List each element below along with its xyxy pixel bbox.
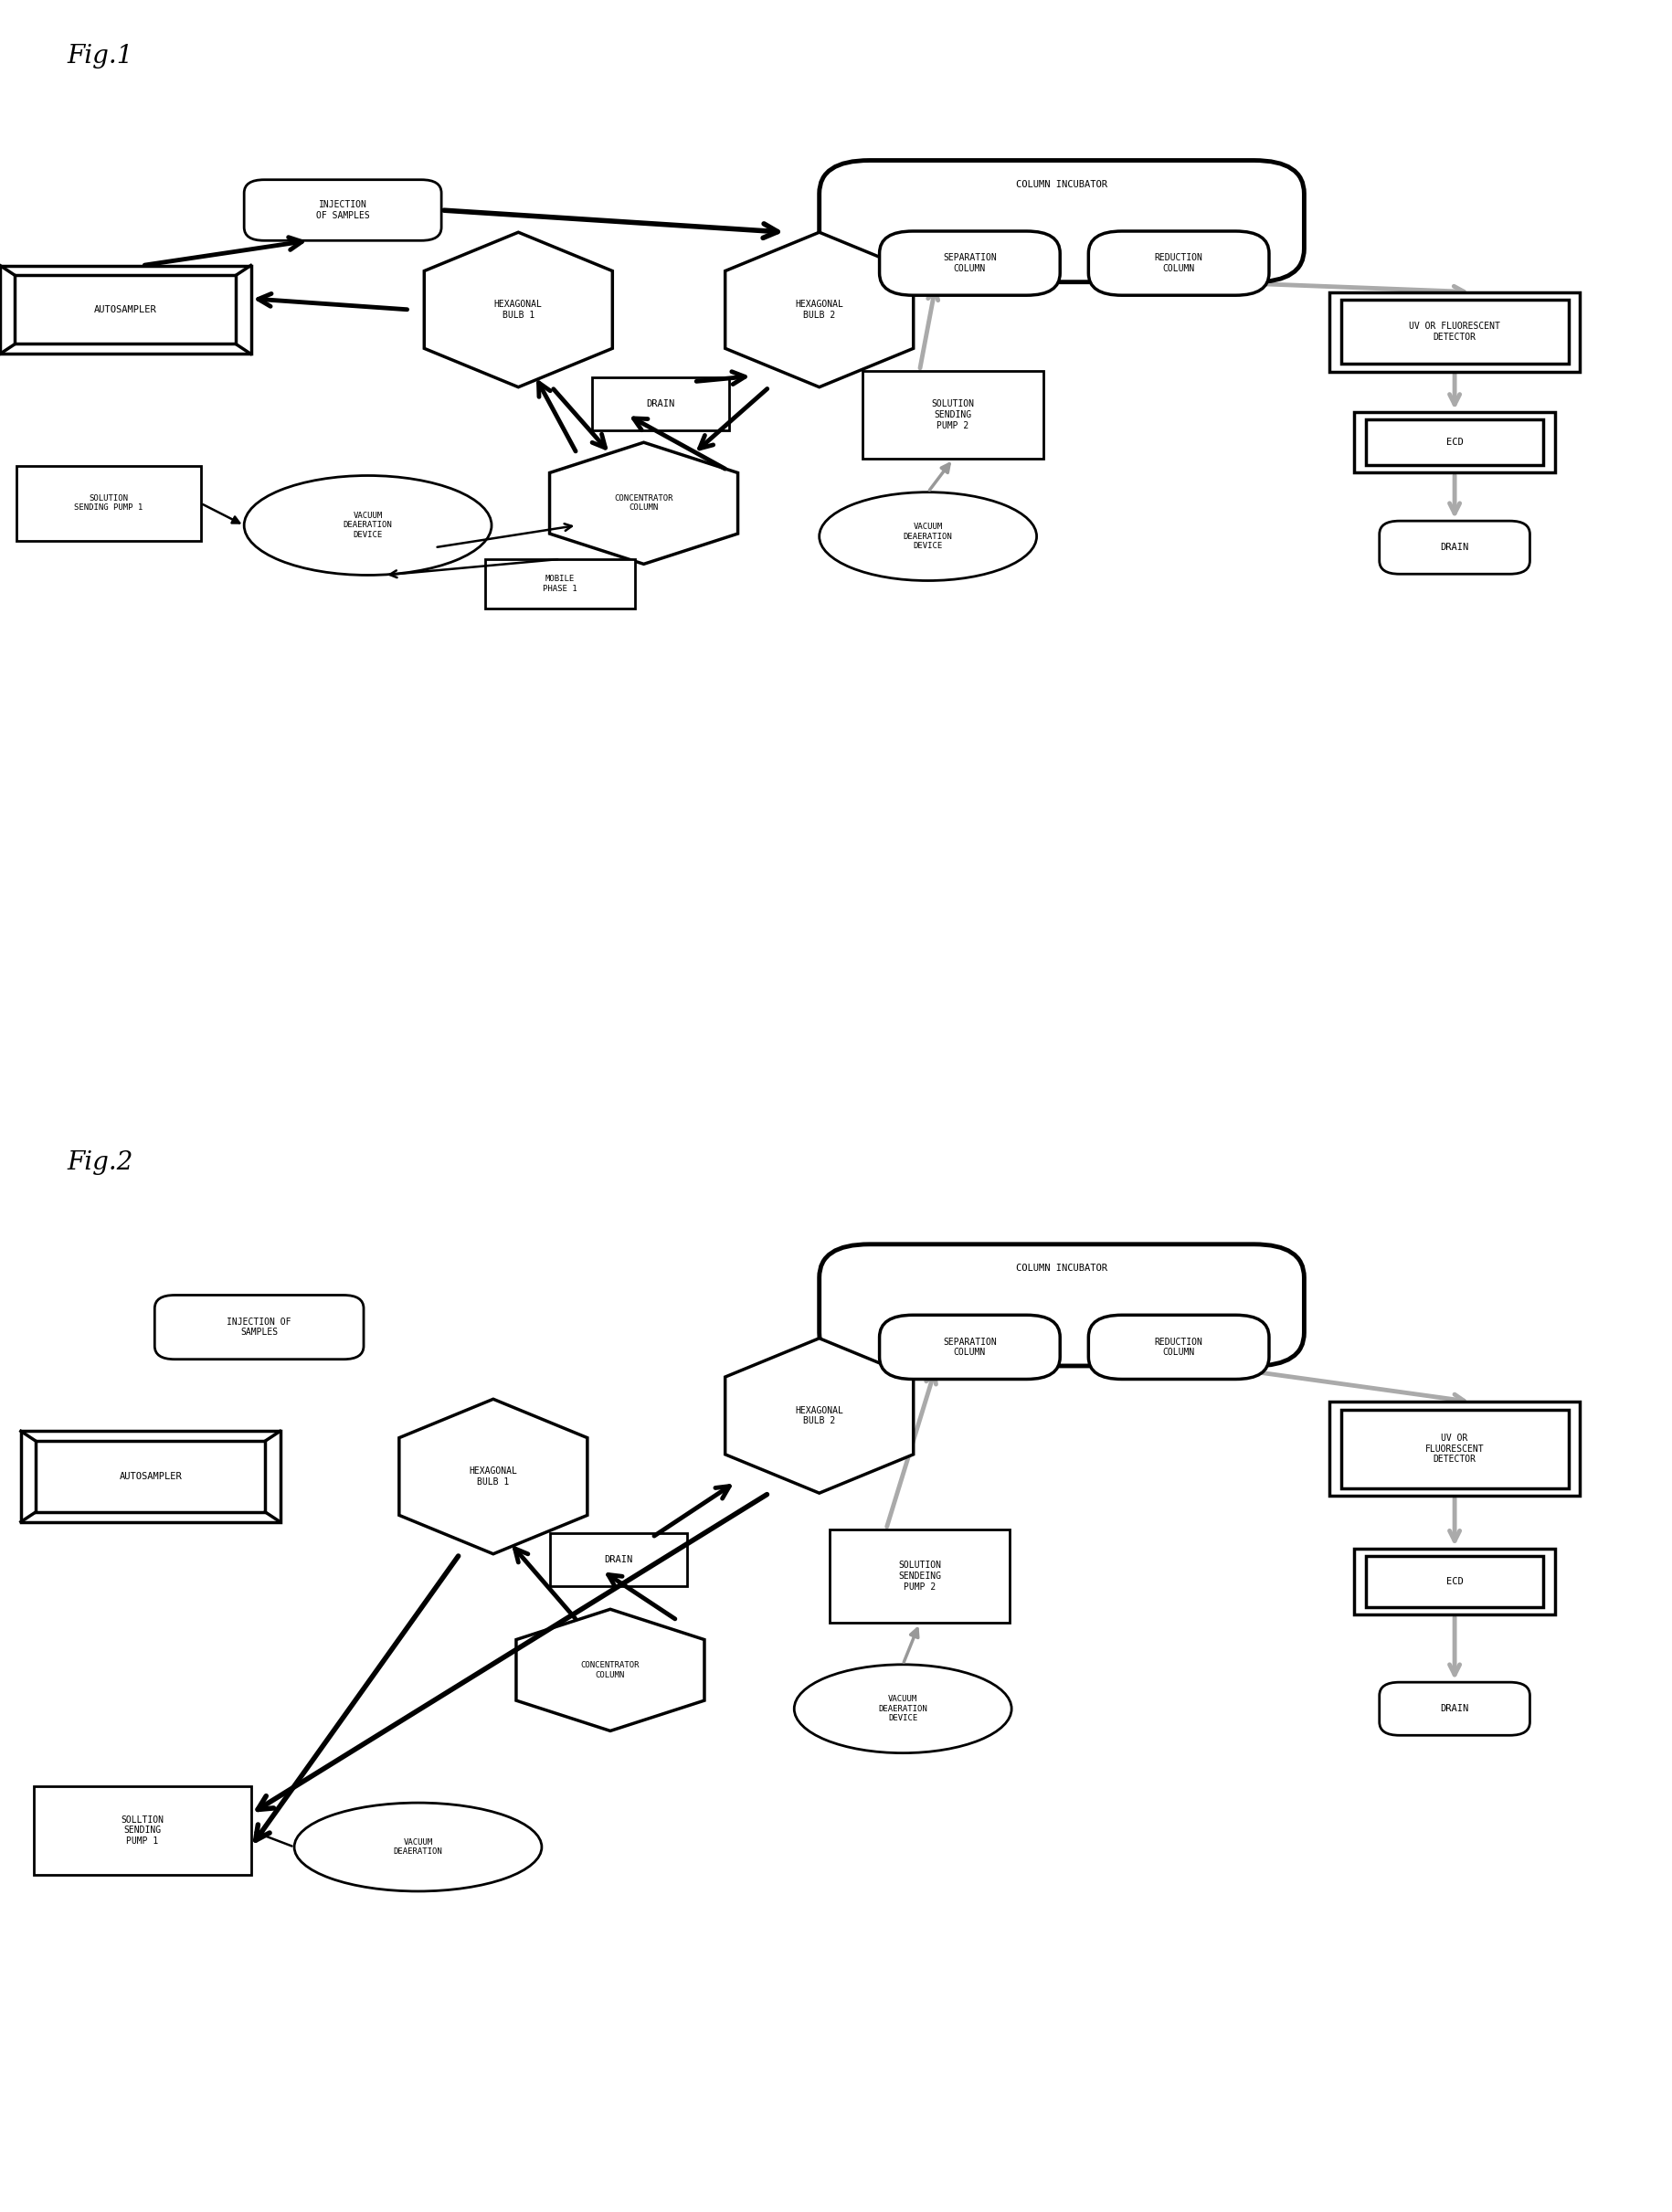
Text: SEPARATION
COLUMN: SEPARATION COLUMN [943, 1338, 997, 1356]
Text: AUTOSAMPLER: AUTOSAMPLER [94, 305, 157, 314]
Text: SOLUTION
SENDING
PUMP 2: SOLUTION SENDING PUMP 2 [931, 400, 975, 429]
Bar [20, 1431, 279, 1522]
FancyBboxPatch shape [1379, 522, 1530, 573]
Bar [485, 560, 635, 608]
Text: REDUCTION
COLUMN: REDUCTION COLUMN [1155, 1338, 1202, 1356]
Bar [1329, 1402, 1580, 1495]
Ellipse shape [244, 476, 492, 575]
Polygon shape [400, 1398, 587, 1553]
Text: VACUUM
DEAERATION: VACUUM DEAERATION [393, 1838, 443, 1856]
Text: VACUUM
DEAERATION
DEVICE: VACUUM DEAERATION DEVICE [343, 511, 393, 540]
FancyBboxPatch shape [1088, 1314, 1269, 1380]
Text: DRAIN: DRAIN [604, 1555, 634, 1564]
FancyBboxPatch shape [154, 1294, 364, 1358]
Text: ECD: ECD [1446, 1577, 1463, 1586]
Text: VACUUM
DEAERATION
DEVICE: VACUUM DEAERATION DEVICE [878, 1694, 928, 1723]
FancyBboxPatch shape [819, 161, 1304, 281]
Text: DRAIN: DRAIN [1440, 1703, 1470, 1714]
Bar [0, 265, 251, 354]
Polygon shape [726, 232, 913, 387]
Text: ECD: ECD [1446, 438, 1463, 447]
Text: INJECTION
OF SAMPLES: INJECTION OF SAMPLES [316, 201, 370, 219]
Text: CONCENTRATOR
COLUMN: CONCENTRATOR COLUMN [580, 1661, 640, 1679]
FancyBboxPatch shape [879, 1314, 1060, 1380]
Bar [1354, 411, 1555, 473]
FancyBboxPatch shape [819, 1243, 1304, 1365]
Text: SOLUTION
SENDING PUMP 1: SOLUTION SENDING PUMP 1 [74, 493, 144, 513]
Bar [829, 1528, 1010, 1624]
Bar [592, 376, 729, 429]
Text: SEPARATION
COLUMN: SEPARATION COLUMN [943, 254, 997, 272]
Ellipse shape [294, 1803, 542, 1891]
Text: AUTOSAMPLER: AUTOSAMPLER [119, 1471, 182, 1482]
Text: Fig.1: Fig.1 [67, 44, 134, 69]
Text: HEXAGONAL
BULB 2: HEXAGONAL BULB 2 [796, 1407, 843, 1425]
Bar [1341, 1409, 1568, 1489]
Polygon shape [517, 1608, 704, 1730]
Bar [1366, 1557, 1543, 1606]
Bar [1341, 301, 1568, 363]
Bar [1366, 420, 1543, 465]
Text: DRAIN: DRAIN [645, 398, 675, 409]
Ellipse shape [794, 1663, 1012, 1752]
Bar [15, 274, 236, 343]
FancyBboxPatch shape [1088, 230, 1269, 294]
Bar [863, 369, 1043, 460]
Text: HEXAGONAL
BULB 1: HEXAGONAL BULB 1 [495, 301, 542, 319]
Polygon shape [726, 1338, 913, 1493]
Bar [550, 1533, 687, 1586]
Ellipse shape [819, 491, 1037, 580]
Text: HEXAGONAL
BULB 2: HEXAGONAL BULB 2 [796, 301, 843, 319]
Text: SOLUTION
SENDEING
PUMP 2: SOLUTION SENDEING PUMP 2 [898, 1562, 941, 1590]
Text: UV OR FLUORESCENT
DETECTOR: UV OR FLUORESCENT DETECTOR [1409, 323, 1500, 341]
Text: INJECTION OF
SAMPLES: INJECTION OF SAMPLES [227, 1318, 291, 1336]
FancyBboxPatch shape [1379, 1681, 1530, 1734]
Polygon shape [550, 442, 737, 564]
Bar [35, 1442, 264, 1513]
Text: REDUCTION
COLUMN: REDUCTION COLUMN [1155, 254, 1202, 272]
Text: DRAIN: DRAIN [1440, 542, 1470, 553]
Bar [1329, 292, 1580, 372]
Text: Fig.2: Fig.2 [67, 1150, 134, 1175]
FancyBboxPatch shape [244, 179, 441, 241]
Text: MOBILE
PHASE 1: MOBILE PHASE 1 [543, 575, 577, 593]
Text: HEXAGONAL
BULB 1: HEXAGONAL BULB 1 [470, 1467, 517, 1486]
Bar [1354, 1548, 1555, 1615]
FancyBboxPatch shape [879, 230, 1060, 294]
Bar [17, 465, 201, 540]
Bar [33, 1787, 251, 1876]
Text: COLUMN INCUBATOR: COLUMN INCUBATOR [1017, 179, 1107, 190]
Text: CONCENTRATOR
COLUMN: CONCENTRATOR COLUMN [614, 493, 674, 513]
Text: VACUUM
DEAERATION
DEVICE: VACUUM DEAERATION DEVICE [903, 522, 953, 551]
Text: COLUMN INCUBATOR: COLUMN INCUBATOR [1017, 1263, 1107, 1274]
Polygon shape [425, 232, 612, 387]
Text: SOLLTION
SENDING
PUMP 1: SOLLTION SENDING PUMP 1 [120, 1816, 164, 1845]
Text: UV OR
FLUORESCENT
DETECTOR: UV OR FLUORESCENT DETECTOR [1425, 1433, 1485, 1464]
